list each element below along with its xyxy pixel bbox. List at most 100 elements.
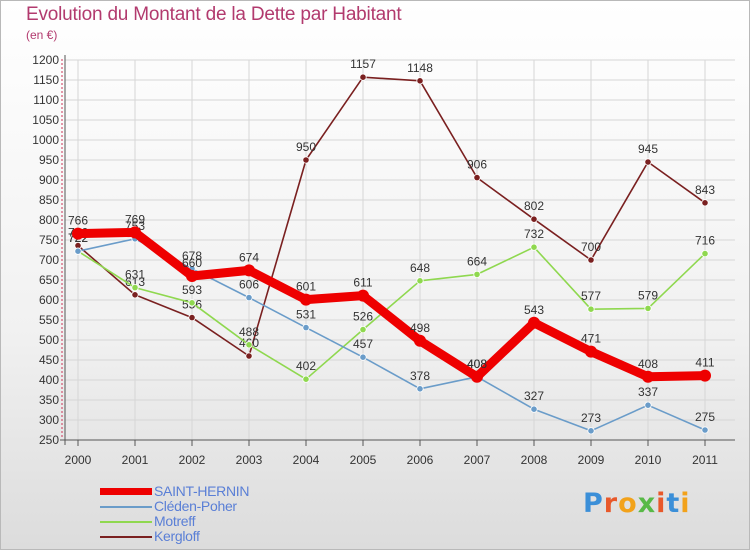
data-label-cleden-poher: 378 bbox=[410, 369, 430, 383]
data-label-motreff: 631 bbox=[125, 268, 145, 282]
data-point-kergloff bbox=[473, 174, 481, 182]
data-point-saint-hernin bbox=[642, 370, 654, 383]
y-tick-label: 900 bbox=[39, 173, 59, 187]
y-tick-label: 550 bbox=[39, 313, 59, 327]
data-point-motreff bbox=[416, 277, 424, 285]
data-label-saint-hernin: 408 bbox=[467, 357, 487, 371]
legend-label: Cléden-Poher bbox=[154, 498, 237, 514]
legend-swatch-kergloff bbox=[100, 536, 152, 538]
series-line-cleden-poher bbox=[77, 238, 706, 432]
y-tick-label: 950 bbox=[39, 153, 59, 167]
data-point-kergloff bbox=[188, 313, 196, 322]
data-label-motreff: 579 bbox=[638, 288, 658, 302]
data-point-saint-hernin bbox=[300, 293, 312, 306]
data-point-cleden-poher bbox=[302, 323, 310, 332]
y-tick-label: 250 bbox=[39, 433, 59, 447]
x-tick-label: 2008 bbox=[521, 453, 548, 467]
data-label-kergloff: 843 bbox=[695, 183, 715, 197]
data-point-motreff bbox=[245, 341, 253, 349]
y-tick-label: 400 bbox=[39, 373, 59, 387]
data-label-cleden-poher: 327 bbox=[524, 389, 544, 403]
legend-swatch-cleden-poher bbox=[100, 506, 152, 508]
data-label-saint-hernin: 408 bbox=[638, 357, 658, 371]
data-label-kergloff: 950 bbox=[296, 140, 316, 154]
data-point-saint-hernin bbox=[414, 334, 426, 347]
data-point-kergloff bbox=[530, 215, 538, 223]
data-label-saint-hernin: 498 bbox=[410, 321, 430, 335]
data-point-motreff bbox=[188, 299, 196, 307]
data-label-cleden-poher: 337 bbox=[638, 385, 658, 399]
data-label-kergloff: 1148 bbox=[407, 61, 433, 75]
data-label-cleden-poher: 457 bbox=[353, 337, 373, 351]
x-tick-label: 2004 bbox=[293, 453, 320, 467]
data-point-saint-hernin bbox=[528, 316, 540, 329]
data-label-saint-hernin: 766 bbox=[68, 214, 88, 228]
data-point-motreff bbox=[302, 375, 310, 383]
legend-swatch-motreff bbox=[100, 521, 152, 523]
data-point-saint-hernin bbox=[699, 369, 711, 382]
data-label-kergloff: 1157 bbox=[350, 57, 376, 71]
data-point-cleden-poher bbox=[359, 353, 367, 361]
data-label-saint-hernin: 471 bbox=[581, 332, 601, 346]
data-point-kergloff bbox=[302, 156, 310, 164]
chart-title: Evolution du Montant de la Dette par Hab… bbox=[26, 4, 402, 25]
data-point-saint-hernin bbox=[243, 264, 255, 277]
series-line-saint-hernin bbox=[73, 227, 710, 382]
x-tick-label: 2011 bbox=[692, 453, 718, 467]
data-label-saint-hernin: 411 bbox=[695, 356, 714, 370]
y-tick-label: 700 bbox=[39, 253, 59, 267]
chart-subtitle: (en €) bbox=[26, 28, 58, 42]
data-point-saint-hernin bbox=[357, 289, 369, 302]
data-label-kergloff: 802 bbox=[524, 199, 544, 213]
data-point-cleden-poher bbox=[530, 405, 538, 413]
data-point-motreff bbox=[644, 304, 652, 312]
x-tick-label: 2006 bbox=[407, 453, 434, 467]
data-label-motreff: 732 bbox=[524, 227, 544, 241]
data-point-kergloff bbox=[359, 73, 367, 81]
data-point-motreff bbox=[701, 250, 709, 258]
x-tick-label: 2003 bbox=[236, 453, 263, 467]
data-point-kergloff bbox=[701, 199, 709, 207]
data-label-saint-hernin: 601 bbox=[296, 280, 316, 294]
y-tick-label: 300 bbox=[39, 413, 59, 427]
logo-letter: i bbox=[680, 488, 691, 519]
legend-swatch-saint-hernin bbox=[100, 488, 152, 495]
data-label-saint-hernin: 611 bbox=[353, 276, 372, 290]
data-point-cleden-poher bbox=[701, 426, 709, 434]
legend-label: Kergloff bbox=[154, 528, 200, 544]
data-point-cleden-poher bbox=[245, 293, 253, 302]
data-label-motreff: 402 bbox=[296, 359, 316, 373]
data-label-motreff: 526 bbox=[353, 310, 373, 324]
data-label-motreff: 577 bbox=[581, 289, 601, 303]
data-point-kergloff bbox=[245, 352, 253, 360]
y-tick-label: 1100 bbox=[33, 93, 59, 107]
legend-label: Motreff bbox=[154, 513, 196, 529]
data-point-saint-hernin bbox=[72, 227, 84, 240]
y-tick-label: 1200 bbox=[32, 53, 59, 67]
x-tick-label: 2009 bbox=[578, 453, 605, 467]
y-tick-label: 450 bbox=[39, 353, 59, 367]
data-point-motreff bbox=[131, 283, 139, 292]
data-point-saint-hernin bbox=[471, 370, 483, 383]
x-tick-label: 2007 bbox=[464, 453, 491, 467]
data-label-saint-hernin: 769 bbox=[125, 212, 145, 226]
data-label-kergloff: 700 bbox=[581, 240, 601, 254]
data-label-motreff: 664 bbox=[467, 254, 487, 268]
data-point-cleden-poher bbox=[587, 427, 595, 435]
y-tick-label: 1000 bbox=[32, 133, 59, 147]
logo-letter: P bbox=[583, 488, 604, 519]
y-tick-label: 650 bbox=[39, 273, 59, 287]
y-tick-label: 500 bbox=[39, 333, 59, 347]
x-tick-label: 2005 bbox=[350, 453, 377, 467]
data-point-motreff bbox=[587, 305, 595, 313]
series-line-kergloff bbox=[77, 76, 706, 357]
data-point-cleden-poher bbox=[644, 401, 652, 409]
y-tick-label: 750 bbox=[39, 233, 59, 247]
data-label-motreff: 593 bbox=[182, 283, 202, 297]
logo-letter: i bbox=[656, 488, 667, 519]
data-point-cleden-poher bbox=[74, 247, 82, 255]
data-label-kergloff: 945 bbox=[638, 142, 658, 156]
y-tick-label: 350 bbox=[39, 393, 59, 407]
proxiti-logo: Proxiti bbox=[583, 488, 691, 519]
